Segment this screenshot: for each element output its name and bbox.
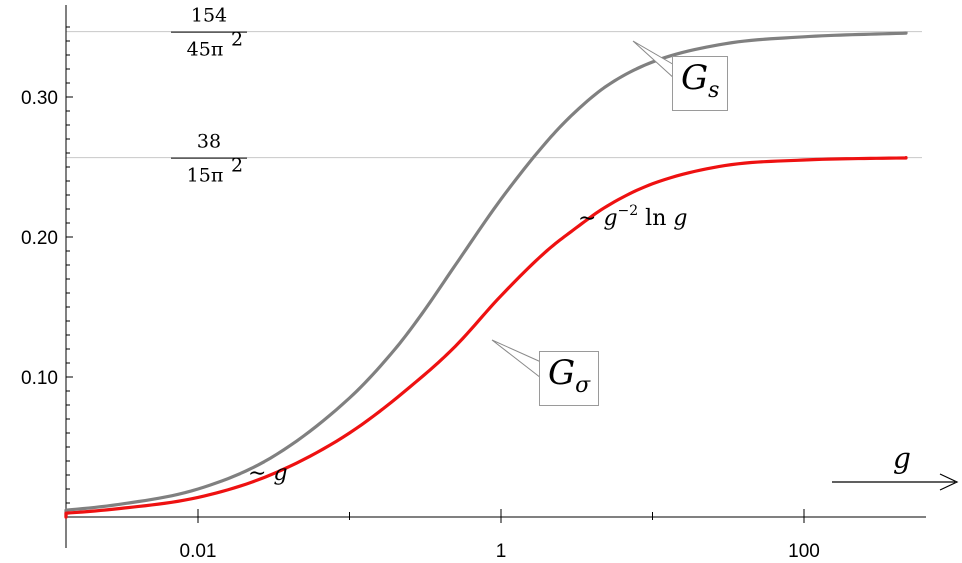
y-tick-label-0: 0.10 bbox=[21, 368, 58, 389]
small-g-prefix: ∼ bbox=[248, 461, 274, 486]
y-tick-label-1: 0.20 bbox=[21, 228, 58, 249]
gs-label-sub: s bbox=[708, 78, 720, 103]
series-line-1 bbox=[64, 156, 908, 519]
gsigma-pointer bbox=[491, 339, 542, 380]
x-tick-label-3: 100 bbox=[788, 541, 820, 562]
x-tick-label-2: 1 bbox=[496, 541, 507, 562]
gsigma-label-sub: σ bbox=[575, 373, 591, 398]
x-axis-label: g bbox=[893, 442, 911, 475]
x-tick-base-1: 0.01 bbox=[180, 541, 217, 562]
large-g-exp: −2 bbox=[617, 203, 639, 219]
x-tick-base-3: 100 bbox=[788, 541, 820, 562]
y-tick-label-2: 0.30 bbox=[21, 88, 58, 109]
small-g-annotation: ∼ g bbox=[248, 461, 288, 486]
gs-label-main: G bbox=[681, 58, 709, 98]
large-g-var2: g bbox=[673, 206, 688, 231]
x-tick-label-1: 0.01 bbox=[180, 541, 217, 562]
asymptote-denominator-exp-0: 2 bbox=[231, 29, 243, 51]
gs-pointer bbox=[632, 40, 677, 82]
small-g-var: g bbox=[273, 461, 288, 486]
asymptote-lines: 154 45π 2 38 15π 2 bbox=[66, 5, 922, 187]
asymptote-numerator-1: 38 bbox=[197, 131, 221, 153]
asymptote-denominator-exp-1: 2 bbox=[231, 155, 243, 177]
large-g-suffix: ln bbox=[638, 206, 674, 231]
gsigma-label-main: G bbox=[548, 353, 576, 393]
asymptote-denominator-1: 15π bbox=[187, 165, 224, 187]
x-axis-title: g bbox=[832, 442, 959, 491]
asymptote-numerator-0: 154 bbox=[191, 5, 227, 27]
large-g-annotation: ∼ g−2 ln g bbox=[578, 203, 687, 231]
axes: 0.100.200.3010−40.011100104 bbox=[21, 5, 926, 562]
asymptote-denominator-0: 45π bbox=[187, 39, 224, 61]
gsigma-label-box: Gσ bbox=[539, 351, 600, 406]
large-g-var: g bbox=[603, 206, 618, 231]
x-axis-arrow-head bbox=[939, 473, 959, 491]
large-g-prefix: ∼ bbox=[578, 206, 604, 231]
series-lines bbox=[64, 30, 908, 519]
series-line-0 bbox=[64, 30, 908, 519]
x-tick-base-2: 1 bbox=[496, 541, 507, 562]
gs-label-box: Gs bbox=[672, 56, 729, 111]
